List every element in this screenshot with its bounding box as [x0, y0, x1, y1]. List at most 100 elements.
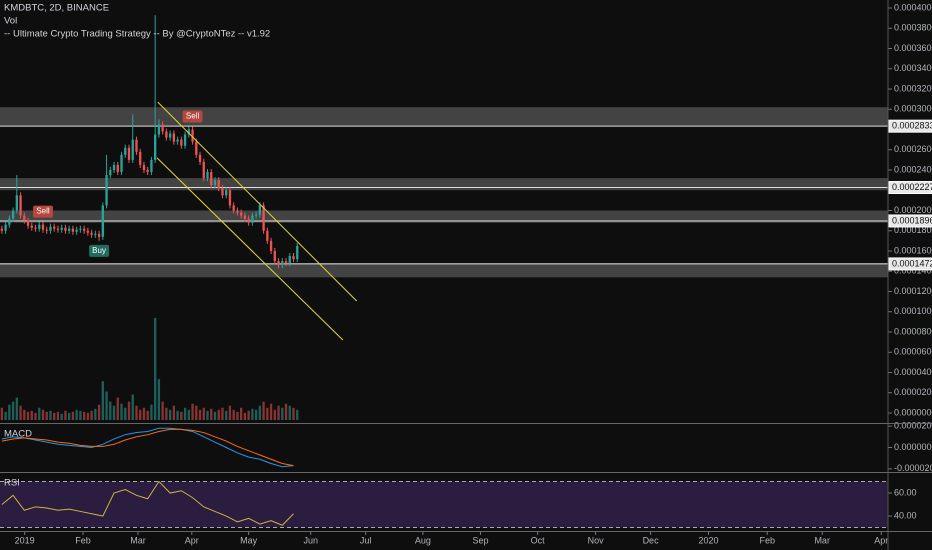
candle-body	[45, 229, 48, 231]
channel-line	[157, 101, 358, 302]
volume-bar	[97, 404, 101, 421]
volume-bar	[53, 412, 56, 421]
volume-bar	[277, 405, 280, 421]
volume-bar	[240, 407, 243, 421]
candle-body	[176, 139, 179, 142]
candle-body	[90, 232, 93, 235]
volume-bar	[288, 405, 291, 421]
volume-bar	[296, 409, 299, 421]
candle-body	[225, 190, 228, 196]
y-tick-label: 0.00038000	[894, 23, 932, 33]
x-tick-label: Sep	[472, 535, 488, 545]
candle-body	[206, 172, 209, 179]
candle-body	[82, 228, 86, 231]
volume-bar	[292, 407, 295, 421]
candle-body	[266, 230, 269, 241]
volume-bar	[191, 403, 194, 421]
candle-body	[139, 151, 142, 165]
y-tick-label: 0.00010000	[894, 306, 932, 316]
level-label: 0.00014722	[892, 258, 932, 268]
candle-body	[262, 205, 265, 231]
chart-title: KMDBTC, 2D, BINANCE	[4, 3, 109, 14]
level-label: 0.00018967	[892, 215, 932, 225]
candle-body	[97, 233, 101, 237]
candle-body	[23, 215, 26, 221]
signal-label: Buy	[92, 246, 106, 255]
volume-bar	[142, 407, 146, 421]
candle-body	[168, 133, 172, 138]
volume-bar	[86, 412, 90, 421]
volume-bar	[247, 410, 250, 421]
candle-body	[30, 225, 33, 228]
candle-body	[251, 215, 254, 223]
x-tick-label: 2019	[15, 535, 35, 545]
zone	[0, 210, 888, 223]
x-tick-label: Apr	[874, 535, 888, 545]
signal-box	[32, 205, 53, 218]
candle-body	[258, 205, 262, 215]
candle-body	[142, 164, 146, 170]
signal-label: Sell	[36, 207, 50, 216]
volume-bar	[165, 407, 168, 421]
volume-bar	[112, 405, 116, 421]
y-tick-label: 60.00	[894, 487, 917, 497]
candle-body	[269, 240, 273, 251]
x-tick-label: Mar	[130, 535, 146, 545]
y-tick-label: 0.00020000	[894, 205, 932, 215]
volume-bar	[68, 412, 71, 421]
x-tick-label: Dec	[643, 535, 660, 545]
candle-body	[146, 169, 149, 173]
candle-body	[191, 129, 194, 142]
y-tick-label: 0.00000000	[894, 442, 932, 452]
candle-body	[127, 147, 131, 160]
volume-bar	[116, 397, 119, 421]
volume-bar	[34, 412, 37, 421]
zone	[0, 178, 888, 191]
y-tick-label: 40.00	[894, 510, 917, 520]
signal-label: Sell	[186, 112, 200, 121]
x-tick-label: May	[240, 535, 258, 545]
candle-body	[296, 245, 299, 260]
x-tick-label: Jul	[360, 535, 372, 545]
volume-bar	[221, 407, 224, 421]
level-box	[888, 257, 932, 271]
level-box	[888, 119, 932, 133]
volume-bar	[15, 397, 18, 421]
volume-bar	[11, 401, 15, 421]
x-tick-label: Nov	[588, 535, 605, 545]
volume-bar	[202, 407, 205, 421]
candle-body	[79, 228, 82, 230]
candle-body	[124, 147, 127, 155]
candle-body	[213, 180, 217, 186]
volume-bar	[146, 410, 149, 421]
candle-body	[131, 139, 134, 160]
volume-bar	[262, 401, 265, 421]
volume-bar	[75, 409, 78, 421]
volume-bar	[180, 411, 183, 421]
y-tick-label: 0.00016000	[894, 245, 932, 255]
y-tick-label: 0.00024000	[894, 164, 932, 174]
volume-bar	[228, 405, 232, 421]
candle-body	[172, 133, 176, 142]
y-tick-label: 0.00036000	[894, 43, 932, 53]
x-tick-label: 2020	[699, 535, 719, 545]
volume-bar	[157, 379, 161, 421]
candle-body	[8, 218, 11, 225]
y-tick-label: 0.00002000	[894, 421, 932, 431]
volume-bar	[139, 409, 142, 421]
candle-body	[284, 261, 288, 264]
volume-bar	[150, 404, 153, 421]
candle-body	[41, 224, 45, 230]
volume-bar	[101, 381, 104, 421]
volume-bar	[284, 403, 288, 421]
volume-bar	[198, 409, 202, 421]
level-box	[888, 181, 932, 195]
candle-body	[15, 195, 18, 211]
candle-body	[49, 226, 52, 231]
signal-box	[89, 244, 110, 257]
candle-body	[86, 230, 90, 233]
y-tick-label: -0.00002000	[894, 463, 932, 473]
volume-bar	[195, 405, 198, 421]
y-tick-label: 0.00040000	[894, 2, 932, 12]
